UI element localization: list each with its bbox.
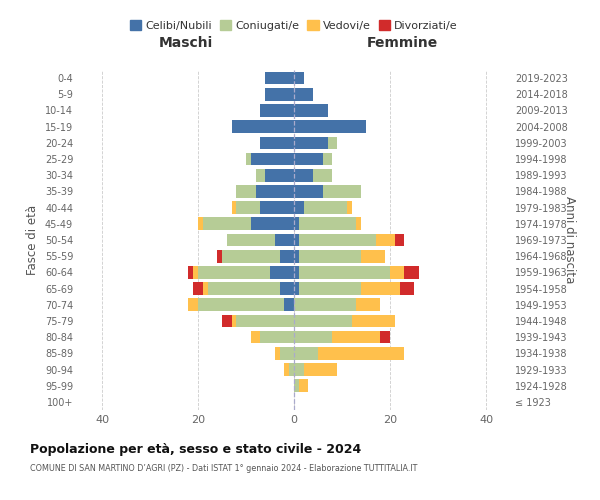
- Bar: [270, 266, 294, 278]
- Bar: [294, 363, 304, 376]
- Bar: [356, 218, 361, 230]
- Text: COMUNE DI SAN MARTINO D’AGRI (PZ) - Dati ISTAT 1° gennaio 2024 - Elaborazione TU: COMUNE DI SAN MARTINO D’AGRI (PZ) - Dati…: [30, 464, 418, 473]
- Bar: [222, 314, 232, 328]
- Bar: [323, 152, 332, 166]
- Bar: [294, 120, 366, 133]
- Bar: [294, 72, 304, 85]
- Bar: [246, 152, 251, 166]
- Bar: [332, 331, 380, 344]
- Bar: [299, 250, 361, 262]
- Bar: [347, 202, 352, 214]
- Bar: [222, 250, 280, 262]
- Bar: [265, 169, 294, 181]
- Bar: [217, 250, 222, 262]
- Bar: [294, 234, 299, 246]
- Bar: [256, 169, 265, 181]
- Bar: [294, 202, 304, 214]
- Bar: [198, 298, 284, 311]
- Bar: [294, 266, 299, 278]
- Bar: [275, 347, 280, 360]
- Bar: [203, 282, 208, 295]
- Bar: [299, 234, 376, 246]
- Bar: [284, 298, 294, 311]
- Bar: [251, 152, 294, 166]
- Bar: [404, 266, 419, 278]
- Text: Maschi: Maschi: [159, 36, 213, 50]
- Bar: [294, 136, 328, 149]
- Bar: [294, 104, 328, 117]
- Bar: [294, 298, 356, 311]
- Bar: [260, 104, 294, 117]
- Bar: [232, 314, 236, 328]
- Bar: [294, 169, 313, 181]
- Bar: [380, 331, 390, 344]
- Bar: [284, 363, 289, 376]
- Bar: [356, 298, 380, 311]
- Bar: [294, 185, 323, 198]
- Bar: [232, 120, 294, 133]
- Bar: [294, 282, 299, 295]
- Bar: [395, 234, 404, 246]
- Bar: [280, 282, 294, 295]
- Bar: [260, 136, 294, 149]
- Bar: [328, 136, 337, 149]
- Bar: [294, 88, 313, 101]
- Bar: [280, 250, 294, 262]
- Bar: [251, 331, 260, 344]
- Bar: [299, 380, 308, 392]
- Bar: [275, 234, 294, 246]
- Bar: [313, 169, 332, 181]
- Bar: [361, 282, 400, 295]
- Bar: [294, 218, 299, 230]
- Bar: [227, 234, 275, 246]
- Bar: [260, 202, 294, 214]
- Bar: [390, 266, 404, 278]
- Bar: [294, 314, 352, 328]
- Y-axis label: Fasce di età: Fasce di età: [26, 205, 39, 275]
- Bar: [203, 218, 251, 230]
- Text: Femmine: Femmine: [367, 36, 437, 50]
- Bar: [208, 282, 280, 295]
- Bar: [323, 185, 361, 198]
- Y-axis label: Anni di nascita: Anni di nascita: [563, 196, 576, 284]
- Bar: [294, 250, 299, 262]
- Bar: [318, 347, 404, 360]
- Bar: [193, 282, 203, 295]
- Bar: [299, 282, 361, 295]
- Bar: [256, 185, 294, 198]
- Bar: [294, 380, 299, 392]
- Bar: [236, 202, 260, 214]
- Bar: [198, 218, 203, 230]
- Bar: [188, 298, 198, 311]
- Bar: [304, 363, 337, 376]
- Bar: [236, 185, 256, 198]
- Bar: [299, 266, 390, 278]
- Legend: Celibi/Nubili, Coniugati/e, Vedovi/e, Divorziati/e: Celibi/Nubili, Coniugati/e, Vedovi/e, Di…: [126, 16, 462, 36]
- Bar: [294, 152, 323, 166]
- Bar: [304, 202, 347, 214]
- Bar: [232, 202, 236, 214]
- Bar: [299, 218, 356, 230]
- Bar: [236, 314, 294, 328]
- Bar: [361, 250, 385, 262]
- Text: Popolazione per età, sesso e stato civile - 2024: Popolazione per età, sesso e stato civil…: [30, 442, 361, 456]
- Bar: [352, 314, 395, 328]
- Bar: [251, 218, 294, 230]
- Bar: [376, 234, 395, 246]
- Bar: [280, 347, 294, 360]
- Bar: [198, 266, 270, 278]
- Bar: [265, 72, 294, 85]
- Bar: [294, 331, 332, 344]
- Bar: [400, 282, 414, 295]
- Bar: [294, 347, 318, 360]
- Bar: [265, 88, 294, 101]
- Bar: [289, 363, 294, 376]
- Bar: [260, 331, 294, 344]
- Bar: [193, 266, 198, 278]
- Bar: [188, 266, 193, 278]
